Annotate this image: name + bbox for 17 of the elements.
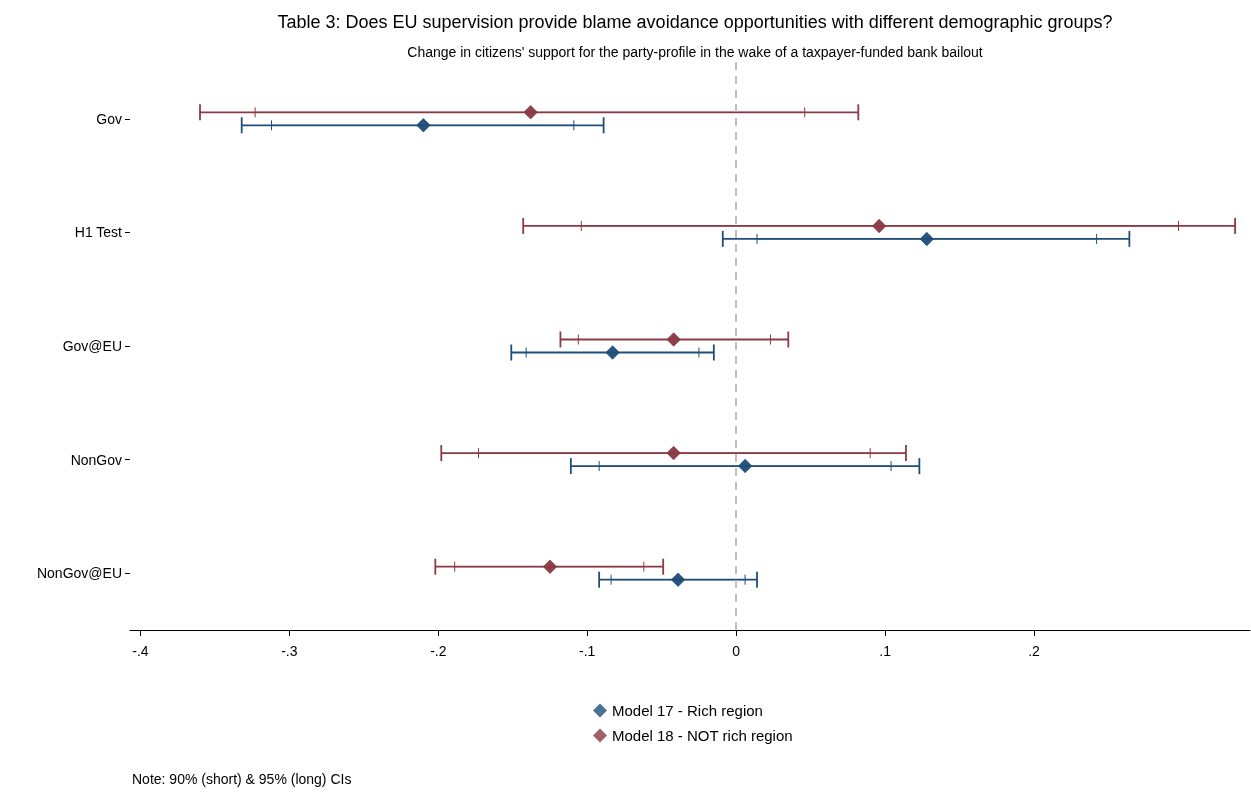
chart-subtitle: Change in citizens' support for the party-profile in the wake of a taxpayer-funded bank bailout — [407, 44, 983, 60]
y-tick-label: NonGov — [70, 451, 122, 468]
x-tick-label: .1 — [879, 643, 892, 659]
x-tick-label: .2 — [1028, 643, 1041, 659]
x-tick-label: 0 — [732, 643, 741, 659]
y-tick-label: H1 Test — [74, 224, 123, 241]
x-tick-label: -.4 — [132, 643, 149, 659]
text: Note: 90% (short) & 95% (long) CIs — [132, 771, 352, 787]
x-tick-label: -.3 — [281, 643, 298, 659]
legend-label: Model 17 - Rich region — [612, 702, 763, 719]
y-tick-label: Gov — [96, 110, 122, 127]
legend-label: Model 18 - NOT rich region — [612, 727, 793, 744]
y-tick-label: Gov@EU — [62, 338, 122, 354]
chart-title: Table 3: Does EU supervision provide blame avoidance opportunities with different demographic groups? — [277, 12, 1113, 32]
x-tick-label: -.2 — [430, 643, 447, 659]
x-tick-label: -.1 — [579, 643, 596, 659]
y-tick-label: NonGov@EU — [36, 565, 122, 582]
